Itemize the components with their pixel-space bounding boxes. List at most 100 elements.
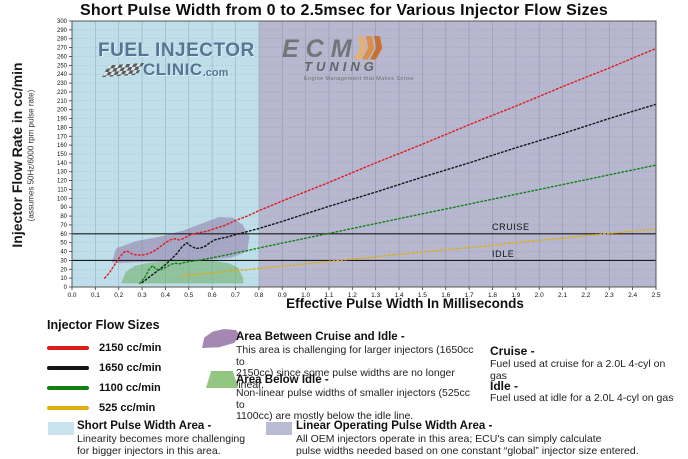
svg-text:1.4: 1.4 [395, 292, 404, 299]
y-axis-label: Injector Flow Rate in cc/min [9, 62, 25, 248]
svg-text:200: 200 [57, 108, 68, 114]
background-region [258, 21, 656, 287]
svg-text:10: 10 [60, 276, 67, 282]
x-axis-label: Effective Pulse Width In Milliseconds [286, 296, 524, 311]
svg-text:130: 130 [57, 170, 68, 176]
svg-text:1.0: 1.0 [301, 292, 310, 299]
cruise-line-label: CRUISE [492, 222, 530, 232]
series-color-line [47, 366, 89, 370]
svg-text:100: 100 [57, 196, 68, 202]
legend-title: Injector Flow Sizes [47, 318, 160, 332]
flow-size-legend: 2150 cc/min 1650 cc/min 1100 cc/min 525 cc/… [47, 338, 161, 418]
svg-text:60: 60 [60, 232, 67, 238]
y-axis-sublabel: (assumes 50Hz/6000 rpm pulse rate) [26, 89, 36, 222]
svg-text:90: 90 [60, 205, 67, 211]
series-color-line [47, 406, 89, 410]
page-title: Short Pulse Width from 0 to 2.5msec for … [79, 2, 609, 19]
svg-text:180: 180 [57, 125, 68, 131]
below-idle-area-icon [206, 371, 238, 388]
short-area-heading: Short Pulse Width Area - [77, 420, 212, 432]
svg-text:0.2: 0.2 [114, 292, 123, 299]
svg-text:0.8: 0.8 [254, 292, 263, 299]
svg-text:70: 70 [60, 223, 67, 229]
svg-text:140: 140 [57, 161, 68, 167]
svg-text:290: 290 [57, 28, 68, 34]
svg-text:1.1: 1.1 [324, 292, 333, 299]
ecm-logo-word: ECM [282, 35, 359, 63]
svg-text:260: 260 [57, 54, 68, 60]
svg-text:1.6: 1.6 [441, 292, 450, 299]
svg-text:1.9: 1.9 [511, 292, 520, 299]
series-label: 2150 cc/min [99, 342, 162, 354]
between-area-body: This area is challenging for larger inje… [236, 344, 474, 391]
linear-area-body: All OEM injectors operate in this area; … [296, 433, 639, 457]
svg-text:190: 190 [57, 117, 68, 123]
svg-text:0.0: 0.0 [67, 292, 76, 299]
svg-text:220: 220 [57, 90, 68, 96]
short-area-body: Linearity becomes more challenging for b… [77, 433, 246, 457]
idle-note-body: Fuel used at idle for a 2.0L 4-cyl on ga… [490, 392, 674, 404]
svg-text:1.8: 1.8 [488, 292, 497, 299]
short-pulse-area-swatch [48, 422, 74, 435]
svg-text:1.3: 1.3 [371, 292, 380, 299]
svg-text:50: 50 [60, 241, 67, 247]
svg-text:0.4: 0.4 [161, 292, 170, 299]
highlight-area [111, 217, 250, 264]
series-color-line [47, 386, 89, 390]
svg-text:2.5: 2.5 [651, 292, 660, 299]
series-color-line [47, 346, 89, 350]
svg-text:2.4: 2.4 [628, 292, 637, 299]
svg-text:1.5: 1.5 [418, 292, 427, 299]
series-line [139, 164, 657, 285]
svg-text:80: 80 [60, 214, 67, 220]
linear-area-swatch [266, 422, 292, 435]
svg-text:1.7: 1.7 [465, 292, 474, 299]
svg-text:120: 120 [57, 179, 68, 185]
svg-text:0.5: 0.5 [184, 292, 193, 299]
ecm-chevrons-icon [361, 36, 385, 60]
ecm-logo-tuning: TUNING [304, 59, 378, 74]
idle-line-label: IDLE [492, 249, 515, 259]
cruise-note-heading: Cruise - [490, 344, 535, 358]
series-label: 1100 cc/min [99, 382, 161, 394]
below-area-body: Non-linear pulse widths of smaller injec… [236, 387, 471, 422]
pulse-width-chart: 0.0 0.1 0.2 0.3 0.4 0.5 0.6 0.7 0.8 0.9 1.0 1.1 1.2 1… [57, 19, 661, 299]
svg-text:270: 270 [57, 46, 68, 52]
svg-text:0.7: 0.7 [231, 292, 240, 299]
svg-text:210: 210 [57, 99, 68, 105]
svg-text:230: 230 [57, 81, 68, 87]
flow-legend-row: 525 cc/min [47, 398, 161, 418]
svg-text:30: 30 [60, 258, 67, 264]
linear-area-heading: Linear Operating Pulse Width Area - [296, 420, 493, 432]
svg-text:0.1: 0.1 [91, 292, 100, 299]
series-label: 1650 cc/min [99, 362, 162, 374]
svg-text:0.3: 0.3 [138, 292, 147, 299]
fic-logo-suffix: .com [202, 67, 229, 79]
svg-text:160: 160 [57, 143, 68, 149]
idle-note-heading: Idle - [490, 379, 519, 393]
svg-text:0.9: 0.9 [278, 292, 287, 299]
svg-text:150: 150 [57, 152, 68, 158]
series-line [104, 47, 657, 279]
svg-text:2.1: 2.1 [558, 292, 567, 299]
svg-text:0.6: 0.6 [208, 292, 217, 299]
svg-text:2.0: 2.0 [535, 292, 544, 299]
series-label: 525 cc/min [99, 402, 156, 414]
ecm-logo-tagline: Engine Management that Makes Sense [304, 76, 414, 82]
svg-text:20: 20 [60, 267, 67, 273]
svg-text:300: 300 [57, 19, 68, 25]
fuel-injector-clinic-logo: FUEL INJECTOR CLINIC .com [98, 40, 255, 80]
ecm-tuning-logo: ECM TUNING Engine Management that Makes … [282, 38, 414, 82]
fic-logo-line2: CLINIC [143, 60, 203, 79]
series-line [141, 103, 657, 284]
between-cruise-idle-area-icon [202, 329, 240, 348]
svg-text:2.3: 2.3 [605, 292, 614, 299]
svg-text:170: 170 [57, 134, 68, 140]
flow-legend-row: 1100 cc/min [47, 378, 161, 398]
checkered-flag-icon [101, 62, 145, 78]
svg-text:240: 240 [57, 72, 68, 78]
svg-text:110: 110 [57, 187, 67, 193]
svg-text:280: 280 [57, 37, 68, 43]
between-area-heading: Area Between Cruise and Idle - [236, 331, 405, 343]
